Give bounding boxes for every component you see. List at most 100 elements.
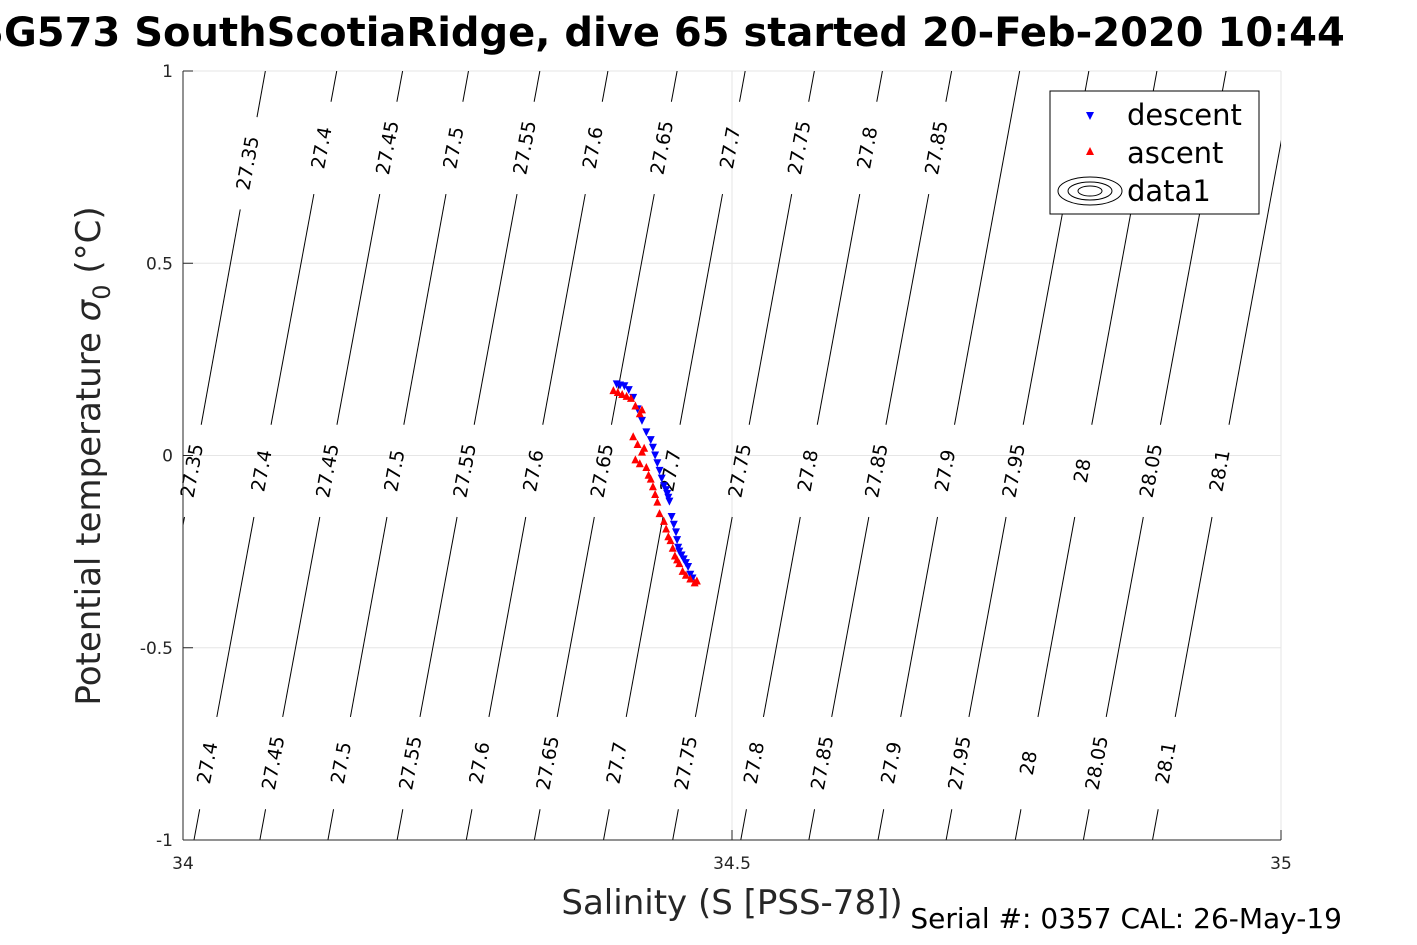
descent-point [651, 451, 660, 460]
x-tick-label: 35 [1270, 854, 1292, 874]
ascent-point [666, 536, 675, 545]
descent-point [624, 386, 633, 395]
legend-descent-marker [1086, 112, 1094, 120]
ascent-point [642, 463, 651, 472]
x-tick-label: 34 [172, 854, 194, 874]
contour-label: 28 [1016, 749, 1042, 777]
data-points [609, 380, 701, 587]
ascent-point [678, 566, 687, 575]
contour-label: 28 [1070, 457, 1096, 485]
contour-line [694, 516, 733, 718]
y-axis-label-subscript: 0 [88, 284, 116, 299]
contour-line [488, 516, 527, 718]
y-axis-label-main: Potential temperature [69, 321, 109, 705]
descent-point [648, 443, 657, 452]
contour-line [1228, 139, 1281, 425]
contour-line [739, 71, 746, 102]
contour-line [256, 71, 266, 118]
contour-line [465, 809, 473, 840]
contour-line [126, 809, 132, 840]
ascent-point [655, 509, 664, 518]
ascent-point [648, 482, 657, 491]
descent-point [684, 563, 693, 572]
contour-line [533, 809, 541, 840]
contour-line [748, 193, 793, 425]
series-ascent [609, 386, 701, 587]
contour-line [200, 209, 241, 425]
descent-point [673, 536, 682, 545]
descent-point [646, 436, 655, 445]
contour-line [968, 516, 1007, 718]
legend-box [1049, 90, 1260, 215]
contour-line [533, 71, 541, 102]
descent-point [657, 474, 666, 483]
contour-line [396, 809, 404, 840]
contour-line [542, 193, 586, 425]
contour-line [1174, 516, 1213, 718]
legend-data1-label: data1 [1127, 174, 1211, 208]
contour-line [556, 516, 595, 718]
contour-line [816, 193, 861, 425]
contour-line [216, 516, 255, 718]
ascent-point [618, 389, 627, 398]
contour-line [330, 71, 338, 102]
contour-line [740, 809, 747, 840]
ascent-point [651, 489, 660, 498]
serial-cal-footer: Serial #: 0357 CAL: 26-May-19 [910, 902, 1342, 935]
ascent-point [692, 576, 701, 585]
contour-line [349, 516, 388, 718]
y-tick-label: 0.5 [146, 254, 173, 274]
contour-line [876, 71, 883, 102]
legend-ascent-label: ascent [1127, 136, 1223, 170]
y-axis-label-sigma: σ [69, 298, 109, 321]
contour-line [808, 71, 815, 102]
descent-point [667, 513, 676, 522]
contour-line [183, 71, 184, 76]
legend-descent-label: descent [1127, 98, 1242, 132]
contour-line [1159, 193, 1204, 425]
contour-line [403, 193, 447, 425]
contour-line [270, 193, 315, 425]
ascent-point [686, 574, 695, 583]
contour-line [473, 193, 518, 425]
contour-line [1105, 516, 1144, 718]
contour-line [670, 71, 678, 102]
y-tick-label: 0 [162, 447, 173, 467]
contour-line [672, 809, 679, 840]
y-tick-label: 1 [162, 62, 173, 82]
ascent-point [622, 391, 631, 400]
series-descent [612, 380, 697, 583]
contour-line [1082, 809, 1090, 840]
ascent-point [662, 524, 671, 533]
contour-line [877, 809, 885, 840]
legend-ascent-marker [1086, 147, 1094, 155]
y-tick-label: -0.5 [140, 639, 173, 659]
descent-point [637, 416, 646, 425]
y-axis-label: Potential temperature σ0 (°C) [69, 206, 116, 705]
axes: 34 34.5 35 -1 -0.5 0 0.5 1 [140, 62, 1292, 874]
contour-line [603, 809, 610, 840]
descent-point [642, 428, 651, 437]
x-axis-label: Salinity (S [PSS-78]) [561, 883, 902, 923]
x-tick-label: 34.5 [713, 854, 751, 874]
contour-line [396, 71, 404, 102]
ascent-point [631, 455, 640, 464]
contour-line [601, 71, 609, 102]
contour-line [945, 809, 953, 840]
contour-line [1037, 516, 1076, 718]
ascent-point [633, 439, 642, 448]
contour-line [954, 71, 1021, 425]
contour-line [183, 516, 185, 528]
ascent-point [668, 543, 677, 552]
contour-line [193, 809, 201, 840]
ascent-point [631, 401, 640, 410]
descent-point [665, 497, 674, 506]
ascent-point [635, 459, 644, 468]
contour-line [1152, 809, 1159, 840]
ascent-point [646, 474, 655, 483]
contour-line [336, 193, 381, 425]
contour-line [945, 71, 953, 102]
ascent-point [659, 516, 668, 525]
contour-line [900, 516, 939, 718]
